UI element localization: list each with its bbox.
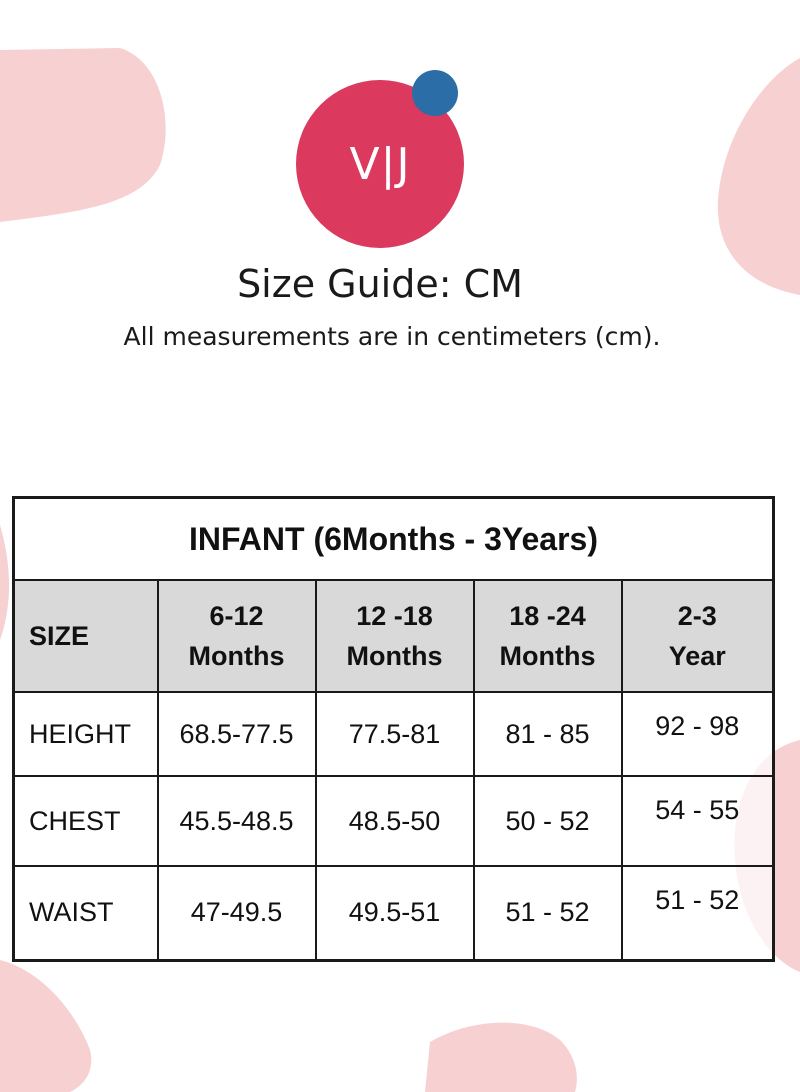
logo-accent-dot	[412, 70, 458, 116]
table-cell: 51 - 52	[472, 865, 623, 961]
row-label: HEIGHT	[12, 691, 159, 777]
table-header-row: SIZE 6-12 Months 12 -18 Months 18 -24 Mo…	[12, 579, 775, 693]
page-subtitle: All measurements are in centimeters (cm)…	[123, 322, 661, 351]
table-row-waist: WAIST 47-49.5 49.5-51 51 - 52 51 - 52	[12, 865, 775, 961]
table-row-chest: CHEST 45.5-48.5 48.5-50 50 - 52 54 - 55	[12, 775, 775, 867]
table-cell: 45.5-48.5	[156, 775, 317, 867]
column-header-line1: 18 -24	[509, 601, 586, 631]
page-title: Size Guide: CM	[237, 262, 523, 306]
table-cell: 48.5-50	[314, 775, 475, 867]
column-header-line2: Months	[188, 641, 285, 671]
size-column-header: SIZE	[12, 579, 159, 693]
column-header-18-24: 18 -24 Months	[472, 579, 623, 693]
table-cell: 92 - 98	[620, 691, 775, 777]
table-cell: 77.5-81	[314, 691, 475, 777]
table-cell: 50 - 52	[472, 775, 623, 867]
row-label: CHEST	[12, 775, 159, 867]
table-cell: 47-49.5	[156, 865, 317, 961]
table-caption-row: INFANT (6Months - 3Years)	[12, 496, 775, 581]
row-label: WAIST	[12, 865, 159, 961]
table-cell: 68.5-77.5	[156, 691, 317, 777]
column-header-line2: Months	[346, 641, 443, 671]
column-header-6-12: 6-12 Months	[156, 579, 317, 693]
column-header-line2: Months	[499, 641, 596, 671]
brand-logo-text: V|J	[349, 138, 411, 190]
size-chart-table: INFANT (6Months - 3Years) SIZE 6-12 Mont…	[12, 496, 775, 962]
column-header-line1: 2-3	[677, 601, 717, 631]
table-row-height: HEIGHT 68.5-77.5 77.5-81 81 - 85 92 - 98	[12, 691, 775, 777]
column-header-2-3: 2-3 Year	[620, 579, 775, 693]
column-header-line2: Year	[668, 641, 726, 671]
column-header-line1: 12 -18	[356, 601, 433, 631]
column-header-line1: 6-12	[209, 601, 264, 631]
table-cell: 51 - 52	[620, 865, 775, 961]
table-cell: 81 - 85	[472, 691, 623, 777]
table-caption: INFANT (6Months - 3Years)	[12, 496, 775, 581]
table-cell: 49.5-51	[314, 865, 475, 961]
table-cell: 54 - 55	[620, 775, 775, 867]
column-header-12-18: 12 -18 Months	[314, 579, 475, 693]
